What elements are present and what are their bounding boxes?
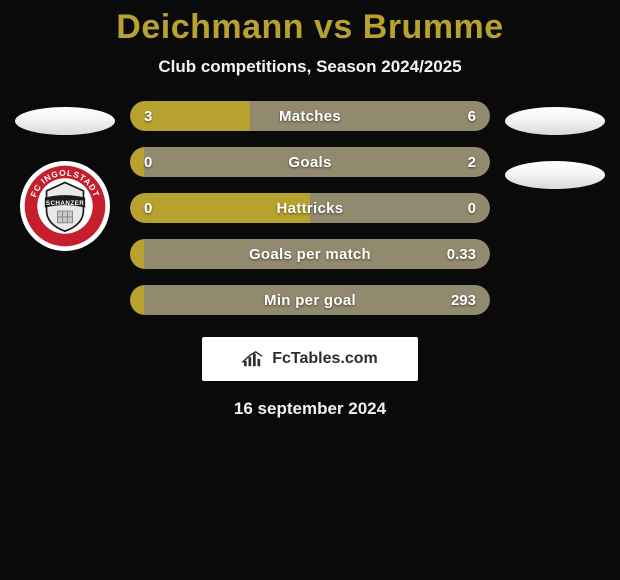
stats-column: 36Matches 02Goals 00Hattricks 0.33Goals per…: [130, 101, 490, 315]
comparison-panel: FC INGOLSTADT 04 SCHANZER: [0, 101, 620, 315]
stat-label: Goals per match: [130, 246, 490, 263]
stat-row: 0.33Goals per match: [130, 239, 490, 269]
snapshot-date: 16 september 2024: [0, 399, 620, 419]
right-player-col: [500, 101, 610, 189]
stat-label: Matches: [130, 108, 490, 125]
stat-row: 00Hattricks: [130, 193, 490, 223]
club-placeholder-icon: [505, 161, 605, 189]
stat-label: Min per goal: [130, 292, 490, 309]
brand-text: FcTables.com: [272, 350, 378, 368]
player-placeholder-icon: [15, 107, 115, 135]
page-subtitle: Club competitions, Season 2024/2025: [0, 57, 620, 77]
stat-row: 02Goals: [130, 147, 490, 177]
stat-label: Goals: [130, 154, 490, 171]
stat-label: Hattricks: [130, 200, 490, 217]
svg-text:SCHANZER: SCHANZER: [46, 200, 84, 207]
club-badge-left: FC INGOLSTADT 04 SCHANZER: [20, 161, 110, 251]
player-placeholder-icon: [505, 107, 605, 135]
bar-chart-icon: [242, 350, 264, 368]
page-title: Deichmann vs Brumme: [0, 8, 620, 47]
stat-row: 36Matches: [130, 101, 490, 131]
ingolstadt-badge-icon: FC INGOLSTADT 04 SCHANZER: [23, 164, 107, 248]
brand-watermark: FcTables.com: [202, 337, 418, 381]
stat-row: 293Min per goal: [130, 285, 490, 315]
left-player-col: FC INGOLSTADT 04 SCHANZER: [10, 101, 120, 251]
